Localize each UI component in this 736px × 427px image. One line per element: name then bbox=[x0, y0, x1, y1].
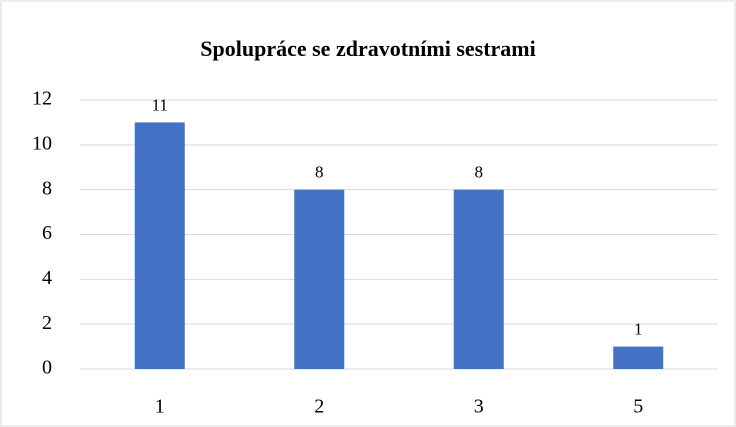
x-tick-label: 5 bbox=[633, 396, 643, 418]
y-tick-label: 2 bbox=[42, 312, 52, 334]
x-tick-label: 1 bbox=[155, 396, 165, 418]
bar bbox=[453, 189, 504, 369]
x-tick-label: 3 bbox=[474, 396, 484, 418]
bar bbox=[294, 189, 345, 369]
y-tick-label: 12 bbox=[32, 88, 52, 110]
data-label: 8 bbox=[475, 163, 484, 182]
y-tick-label: 10 bbox=[32, 132, 52, 154]
bar bbox=[613, 346, 664, 369]
x-tick-label: 2 bbox=[314, 396, 324, 418]
data-label: 8 bbox=[315, 163, 324, 182]
y-tick-label: 4 bbox=[42, 267, 52, 289]
y-tick-label: 8 bbox=[42, 177, 52, 199]
y-tick-label: 0 bbox=[42, 357, 52, 379]
y-tick-label: 6 bbox=[42, 222, 52, 244]
data-label: 1 bbox=[634, 319, 643, 338]
data-label: 11 bbox=[152, 95, 168, 114]
bar bbox=[134, 122, 185, 370]
chart-title: Spolupráce se zdravotními sestrami bbox=[200, 36, 535, 61]
